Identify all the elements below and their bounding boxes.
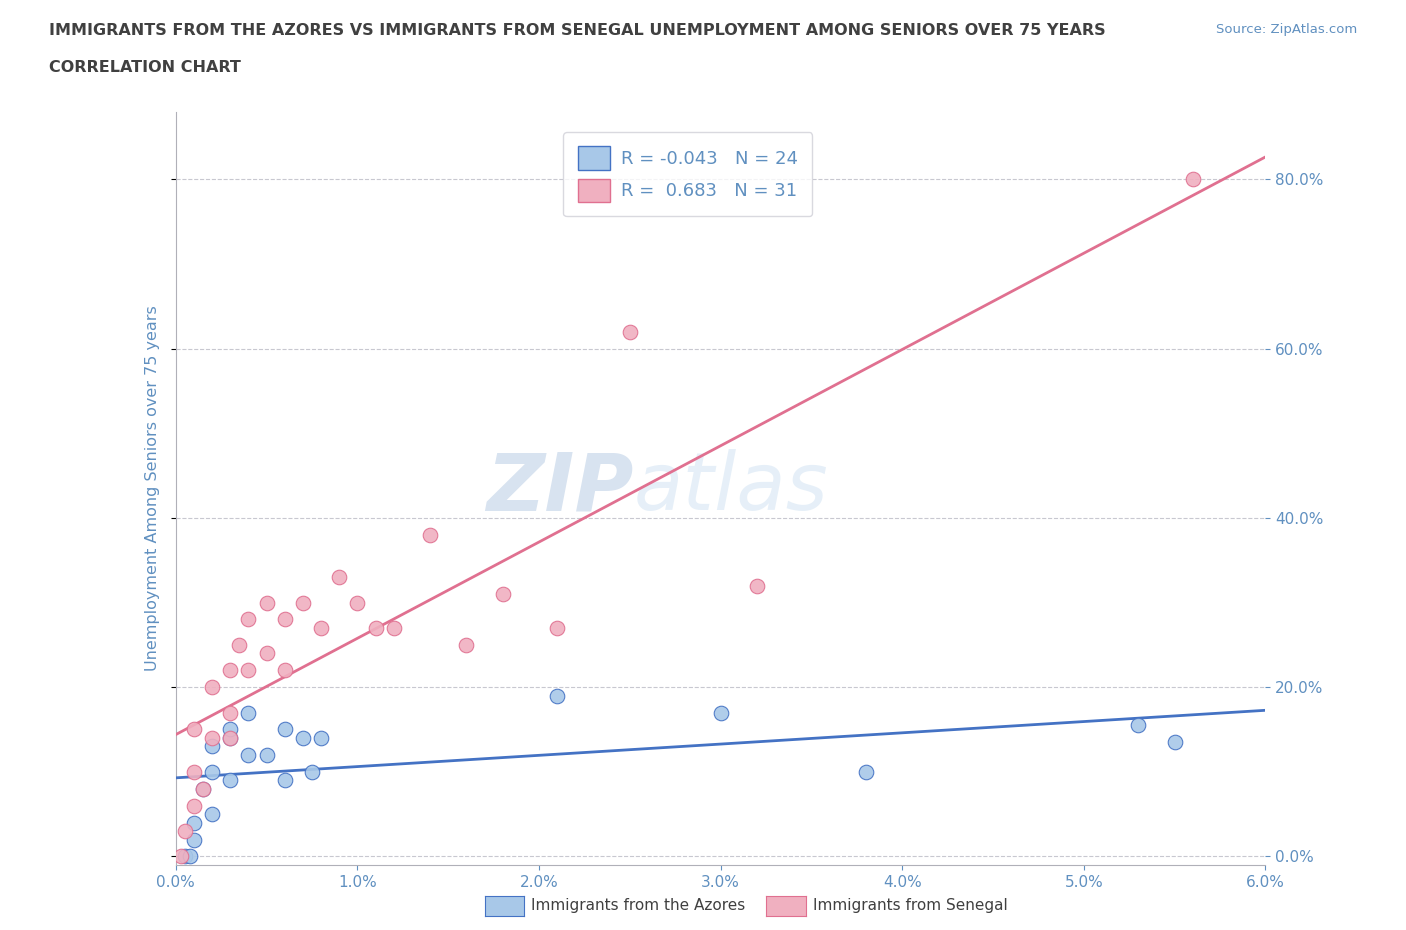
Point	[219, 730, 242, 745]
Point	[619, 325, 641, 339]
Point	[346, 595, 368, 610]
Point	[256, 645, 278, 660]
Text: ZIP: ZIP	[486, 449, 633, 527]
Y-axis label: Unemployment Among Seniors over 75 years: Unemployment Among Seniors over 75 years	[145, 305, 160, 671]
Point	[219, 730, 242, 745]
Text: Immigrants from Senegal: Immigrants from Senegal	[813, 898, 1008, 913]
Text: IMMIGRANTS FROM THE AZORES VS IMMIGRANTS FROM SENEGAL UNEMPLOYMENT AMONG SENIORS: IMMIGRANTS FROM THE AZORES VS IMMIGRANTS…	[49, 23, 1107, 38]
Point	[745, 578, 768, 593]
Point	[219, 663, 242, 678]
Point	[238, 612, 260, 627]
Point	[183, 832, 205, 847]
Point	[309, 620, 332, 635]
Text: Immigrants from the Azores: Immigrants from the Azores	[531, 898, 745, 913]
Point	[419, 527, 441, 542]
Point	[1181, 172, 1204, 187]
Point	[219, 773, 242, 788]
Point	[456, 637, 478, 652]
Point	[364, 620, 387, 635]
Point	[183, 815, 205, 830]
Point	[201, 806, 224, 821]
Point	[238, 663, 260, 678]
Text: CORRELATION CHART: CORRELATION CHART	[49, 60, 240, 75]
Point	[274, 612, 297, 627]
Point	[201, 730, 224, 745]
Point	[191, 781, 214, 796]
Point	[173, 824, 195, 839]
Legend: R = -0.043   N = 24, R =  0.683   N = 31: R = -0.043 N = 24, R = 0.683 N = 31	[564, 132, 813, 217]
Point	[855, 764, 877, 779]
Point	[201, 680, 224, 695]
Point	[1163, 735, 1185, 750]
Point	[256, 748, 278, 763]
Point	[291, 730, 314, 745]
Text: atlas: atlas	[633, 449, 828, 527]
Point	[183, 722, 205, 737]
Point	[179, 849, 201, 864]
Point	[274, 773, 297, 788]
Point	[309, 730, 332, 745]
Point	[301, 764, 323, 779]
Point	[546, 688, 568, 703]
Point	[183, 764, 205, 779]
Point	[238, 748, 260, 763]
Point	[274, 722, 297, 737]
Point	[256, 595, 278, 610]
Point	[274, 663, 297, 678]
Point	[492, 587, 515, 602]
Point	[546, 620, 568, 635]
Text: Source: ZipAtlas.com: Source: ZipAtlas.com	[1216, 23, 1357, 36]
Point	[170, 849, 193, 864]
Point	[191, 781, 214, 796]
Point	[228, 637, 250, 652]
Point	[183, 798, 205, 813]
Point	[291, 595, 314, 610]
Point	[201, 764, 224, 779]
Point	[201, 739, 224, 754]
Point	[219, 722, 242, 737]
Point	[1128, 718, 1150, 733]
Point	[238, 705, 260, 720]
Point	[219, 705, 242, 720]
Point	[328, 570, 350, 585]
Point	[173, 849, 195, 864]
Point	[382, 620, 405, 635]
Point	[710, 705, 733, 720]
